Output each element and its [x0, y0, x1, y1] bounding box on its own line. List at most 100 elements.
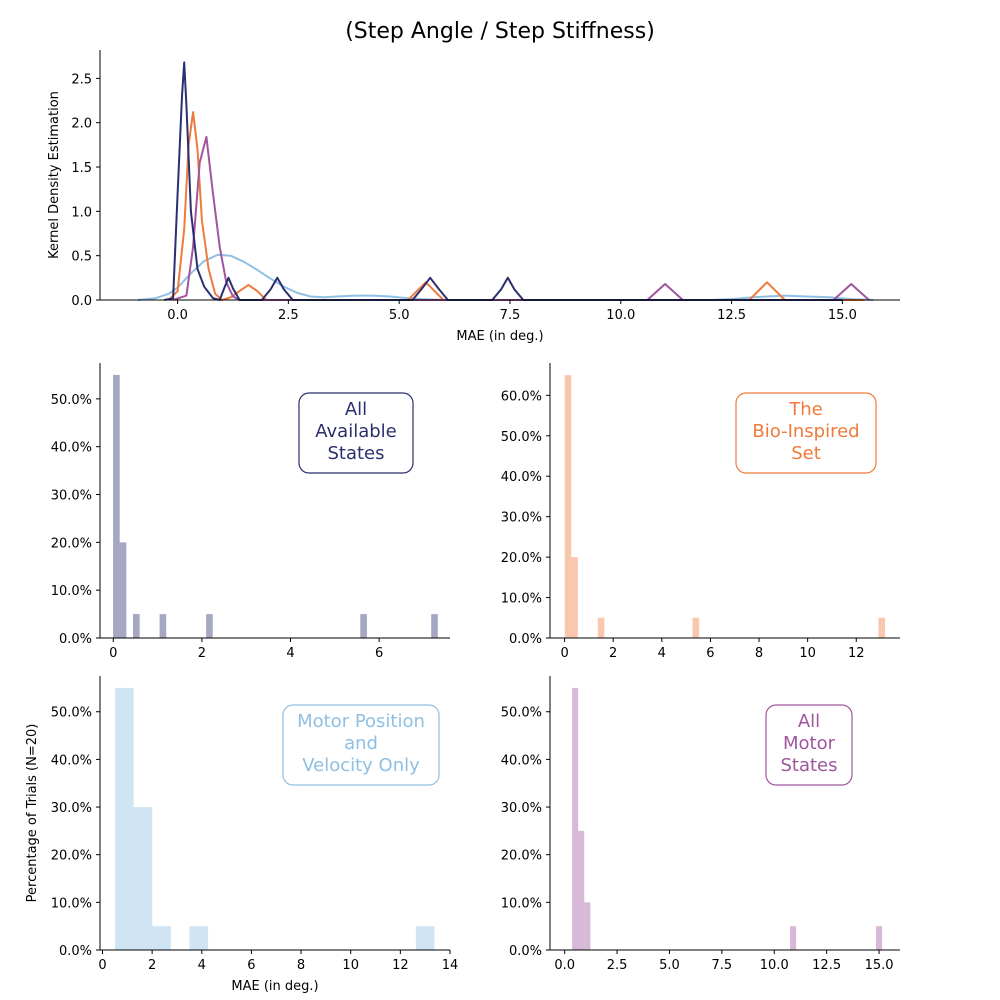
y-tick-label: 40.0%: [51, 441, 92, 456]
histogram-bar: [878, 617, 886, 638]
x-tick-label: 10.0: [606, 308, 635, 323]
kde-series-line-all_motor: [172, 135, 870, 301]
histogram-bar: [571, 557, 578, 638]
x-tick-label: 15.0: [828, 308, 857, 323]
y-tick-label: 40.0%: [501, 470, 542, 485]
x-tick-label: 12: [392, 958, 409, 973]
histogram-bar: [133, 807, 153, 950]
y-tick-label: 20.0%: [51, 849, 92, 864]
histogram-bar: [578, 830, 585, 950]
x-tick-label: 6: [247, 958, 255, 973]
y-tick-label: 0.5: [71, 250, 92, 265]
y-tick-label: 2.5: [71, 72, 92, 87]
y-tick-label: 40.0%: [51, 753, 92, 768]
legend-text-line: Velocity Only: [302, 755, 420, 776]
y-tick-label: 10.0%: [51, 584, 92, 599]
y-tick-label: 30.0%: [51, 489, 92, 504]
legend-text-line: Available: [315, 421, 396, 442]
x-tick-label: 15.0: [865, 958, 894, 973]
histogram-bar: [876, 926, 883, 950]
histogram-bar: [189, 926, 209, 950]
x-tick-label: 12.5: [812, 958, 841, 973]
legend-box: [765, 704, 853, 786]
y-tick-label: 20.0%: [501, 551, 542, 566]
kde-series-line-motor_pos_vel: [137, 253, 874, 301]
x-tick-label: 0.0: [554, 958, 575, 973]
x-tick-label: 8: [297, 958, 305, 973]
y-tick-label: 30.0%: [501, 511, 542, 526]
y-axis-label: Kernel Density Estimation: [47, 91, 62, 259]
legend-text-line: and: [344, 733, 378, 754]
x-tick-label: 12.5: [717, 308, 746, 323]
x-axis-label: MAE (in deg.): [231, 979, 318, 994]
x-tick-label: 5.0: [389, 308, 410, 323]
y-tick-label: 40.0%: [501, 753, 542, 768]
x-tick-label: 0: [560, 646, 568, 661]
y-axis-label: Percentage of Trials (N=20): [25, 724, 40, 903]
x-tick-label: 14: [442, 958, 459, 973]
x-tick-label: 2.5: [607, 958, 628, 973]
y-tick-label: 1.0: [71, 205, 92, 220]
y-tick-label: 0.0%: [509, 632, 542, 647]
x-tick-label: 2: [609, 646, 617, 661]
x-tick-label: 6: [375, 646, 383, 661]
x-tick-label: 10: [342, 958, 359, 973]
y-tick-label: 50.0%: [501, 430, 542, 445]
histogram-bar: [119, 542, 127, 638]
x-tick-label: 2: [198, 646, 206, 661]
histogram-bar: [692, 617, 700, 638]
x-tick-label: 4: [286, 646, 294, 661]
histogram-bar: [572, 687, 579, 950]
figure-title: (Step Angle / Step Stiffness): [345, 19, 655, 44]
x-tick-label: 0.0: [167, 308, 188, 323]
y-tick-label: 50.0%: [51, 706, 92, 721]
y-tick-label: 0.0%: [59, 632, 92, 647]
histogram-bar: [790, 926, 797, 950]
y-tick-label: 30.0%: [51, 801, 92, 816]
y-tick-label: 2.0: [71, 117, 92, 132]
x-tick-label: 0: [109, 646, 117, 661]
histogram-bar: [133, 614, 140, 638]
x-tick-label: 12: [848, 646, 865, 661]
histogram-bar: [115, 687, 134, 950]
kde-series-line-all_states: [164, 61, 843, 301]
histogram-bar: [360, 614, 367, 638]
legend-text-line: States: [780, 755, 837, 776]
histogram-bar: [206, 614, 213, 638]
y-tick-label: 10.0%: [51, 896, 92, 911]
histogram-bar: [431, 614, 438, 638]
kde-panel: 0.0 2.5 5.0 7.5 10.0 12.5 15.0 0.0 0.5 1.0 1.5 2.0 2…: [47, 50, 900, 344]
legend-text-line: States: [327, 443, 384, 464]
histogram-bar: [584, 902, 591, 950]
histogram-bar: [597, 617, 605, 638]
legend-text-line: Motor: [783, 733, 836, 754]
legend-text-line: Motor Position: [297, 711, 425, 732]
x-tick-label: 10.0: [760, 958, 789, 973]
legend-text-line: All: [345, 399, 367, 420]
legend-text-line: Bio-Inspired: [752, 421, 859, 442]
y-tick-label: 0.0%: [59, 944, 92, 959]
legend-box: [735, 392, 877, 474]
y-tick-label: 0.0: [71, 294, 92, 309]
legend-text-line: Set: [791, 443, 821, 464]
x-tick-label: 0: [98, 958, 106, 973]
x-tick-label: 4: [198, 958, 206, 973]
histogram-bar: [564, 375, 572, 638]
legend-box: [282, 704, 440, 786]
y-tick-label: 10.0%: [501, 896, 542, 911]
histogram-bar: [113, 374, 120, 638]
legend-box: [298, 392, 414, 474]
x-tick-label: 2: [148, 958, 156, 973]
x-tick-label: 2.5: [278, 308, 299, 323]
y-tick-label: 50.0%: [501, 706, 542, 721]
y-tick-label: 30.0%: [501, 801, 542, 816]
x-tick-label: 8: [755, 646, 763, 661]
x-tick-label: 7.5: [500, 308, 521, 323]
legend-text-line: All: [798, 711, 820, 732]
x-axis-label: MAE (in deg.): [456, 329, 543, 344]
y-tick-label: 20.0%: [51, 536, 92, 551]
